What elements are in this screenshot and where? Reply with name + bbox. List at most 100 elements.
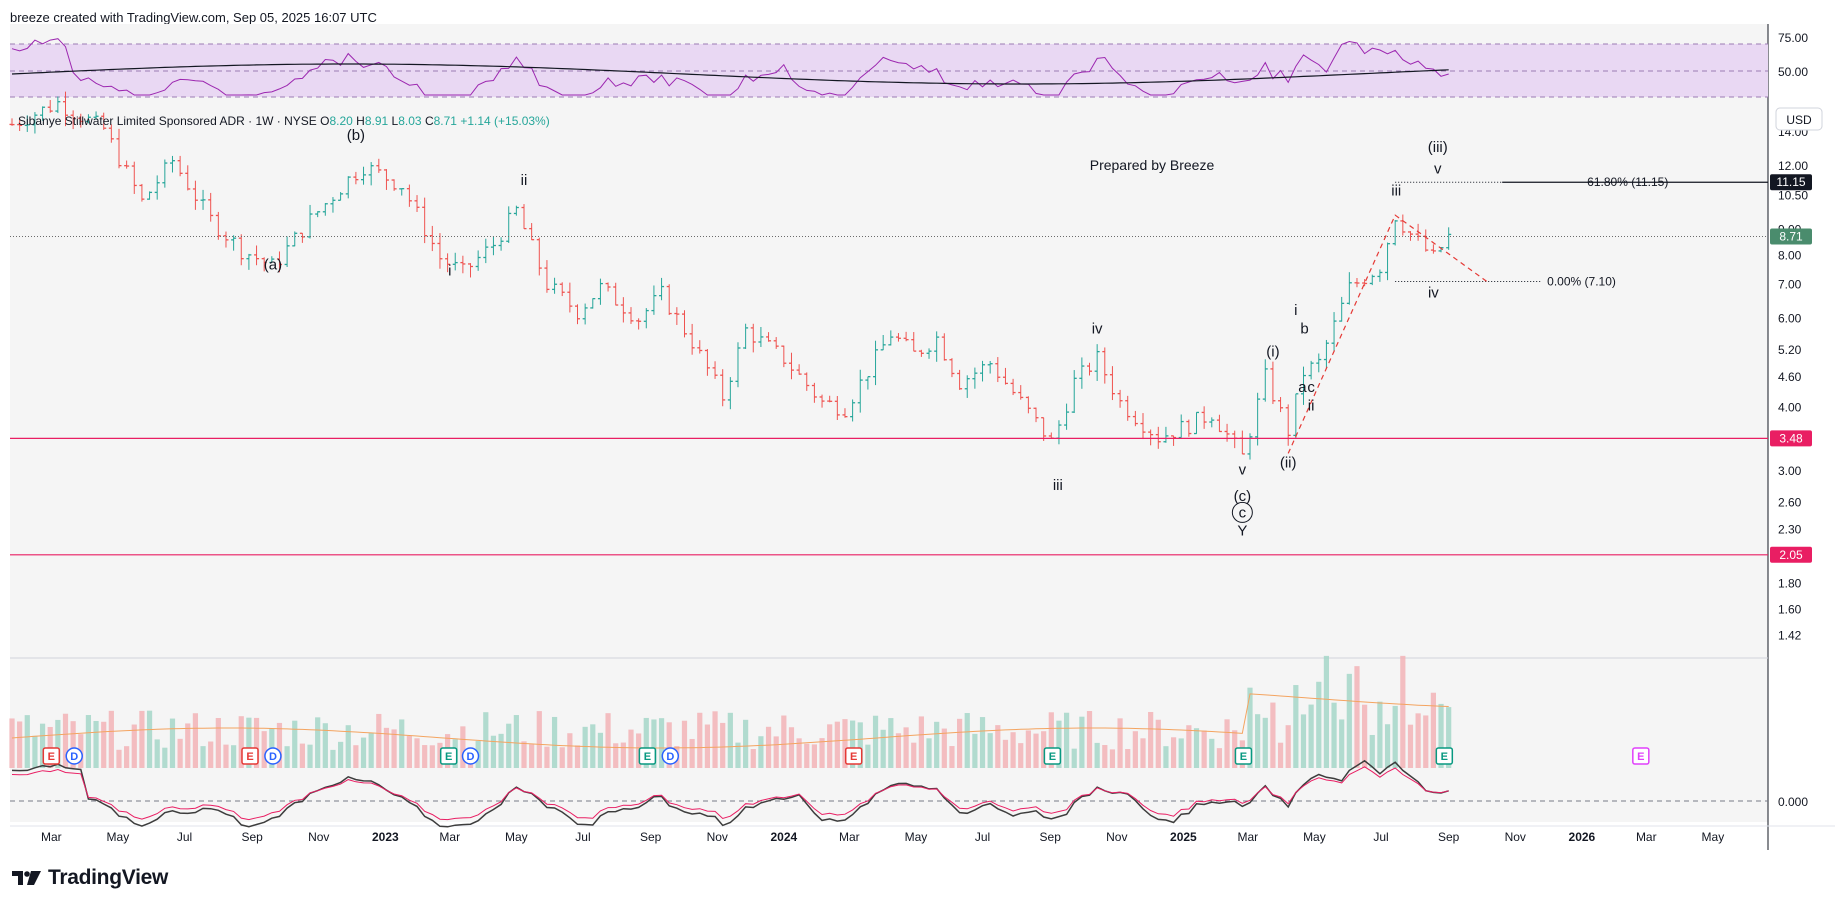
time-axis-tick: Sep — [1040, 830, 1062, 844]
volume-bar — [62, 713, 69, 768]
volume-bar — [1354, 666, 1360, 768]
volume-bar — [979, 717, 986, 768]
volume-bar — [1270, 702, 1276, 768]
oscillator-line — [11, 759, 1449, 828]
legend-low-label: L — [392, 114, 399, 128]
volume-bar — [185, 723, 191, 768]
volume-bar — [223, 744, 229, 768]
time-axis-tick: Jul — [1373, 830, 1388, 844]
volume-bar — [32, 735, 38, 768]
volume-bar — [215, 718, 221, 768]
volume-bar — [391, 729, 397, 768]
volume-bar — [101, 721, 107, 768]
volume-bar — [39, 723, 46, 768]
volume-bar — [422, 745, 428, 768]
wave-label: (ii) — [1280, 454, 1297, 471]
wave-label: ii — [521, 172, 528, 189]
wave-label: b — [1300, 321, 1308, 338]
price-axis-tick: 1.60 — [1778, 602, 1802, 616]
wave-label: Y — [1237, 522, 1247, 539]
oscillator-signal-line — [11, 766, 1449, 821]
volume-bar — [124, 746, 130, 768]
volume-bar — [1170, 737, 1177, 768]
time-axis-tick: Mar — [839, 830, 860, 844]
wave-label: i — [448, 262, 451, 279]
volume-bar — [330, 749, 336, 768]
volume-bar — [93, 720, 99, 768]
volume-bar — [956, 718, 963, 768]
volume-bar — [1025, 730, 1031, 768]
event-marker-label: E — [1240, 751, 1247, 763]
event-marker-label: E — [445, 751, 452, 763]
tradingview-logo[interactable]: TradingView — [12, 866, 168, 890]
volume-bar — [727, 712, 733, 768]
earnings-marker — [844, 747, 863, 765]
volume-bar — [628, 729, 634, 768]
volume-bar — [643, 717, 649, 768]
chart-background — [10, 24, 1768, 822]
volume-bar — [17, 721, 23, 768]
price-axis-tick: 3.00 — [1778, 464, 1802, 478]
earnings-marker — [1043, 747, 1062, 765]
volume-bar — [567, 733, 573, 768]
volume-bar — [842, 719, 848, 768]
time-axis-tick: Nov — [308, 830, 329, 844]
volume-bar — [888, 718, 894, 768]
chart-header: breeze created with TradingView.com, Sep… — [10, 10, 377, 25]
volume-bar — [773, 736, 779, 768]
legend-close-value: 8.71 — [434, 114, 461, 128]
price-axis-tick: 2.60 — [1778, 496, 1802, 510]
volume-bar — [498, 733, 504, 768]
volume-bar — [1140, 738, 1146, 768]
volume-bar — [551, 716, 558, 768]
volume-bar — [788, 727, 795, 768]
event-marker-label: D — [70, 751, 78, 763]
legend-high-value: 8.91 — [365, 114, 392, 128]
volume-bar — [1316, 681, 1322, 768]
event-marker-label: E — [644, 751, 651, 763]
volume-bar — [613, 743, 619, 768]
volume-bar — [850, 720, 856, 768]
tradingview-icon — [12, 871, 41, 885]
volume-bar — [169, 718, 176, 768]
volume-bar — [406, 735, 412, 768]
volume-bar — [720, 722, 726, 768]
volume-bar — [781, 715, 787, 768]
fib-bottom-label: 0.00% (7.10) — [1547, 275, 1616, 289]
time-axis-tick: Mar — [439, 830, 460, 844]
volume-bar — [208, 741, 214, 768]
volume-bar — [590, 724, 596, 768]
price-axis-tick: 1.42 — [1778, 629, 1802, 643]
volume-bar — [865, 744, 871, 768]
volume-bar — [872, 715, 879, 768]
wave-label: iv — [1428, 285, 1439, 302]
volume-bar — [200, 746, 206, 768]
volume-bar — [383, 727, 390, 768]
event-marker-label: D — [666, 751, 674, 763]
event-marker-label: E — [1049, 751, 1056, 763]
wave-label: v — [1434, 161, 1442, 178]
level-badge — [1770, 546, 1812, 563]
volume-bar — [1071, 748, 1077, 768]
volume-bar — [1407, 724, 1414, 768]
volume-bar — [1377, 701, 1383, 768]
volume-bar — [658, 718, 665, 768]
volume-bar — [1224, 719, 1230, 768]
volume-bar — [399, 719, 405, 768]
volume-bar — [177, 738, 183, 768]
volume-bar — [9, 718, 15, 768]
volume-bar — [1209, 738, 1215, 768]
volume-bar — [918, 716, 924, 768]
time-axis-tick: Nov — [1106, 830, 1127, 844]
volume-bar — [1193, 728, 1200, 768]
wave-label: v — [1239, 462, 1247, 479]
earnings-marker — [1632, 747, 1650, 765]
volume-bar — [513, 715, 519, 768]
price-axis-tick: 8.00 — [1778, 248, 1802, 262]
volume-bar — [1362, 704, 1368, 768]
wave-label: iii — [1391, 182, 1401, 199]
earnings-marker — [439, 747, 458, 765]
volume-bar — [192, 713, 199, 768]
